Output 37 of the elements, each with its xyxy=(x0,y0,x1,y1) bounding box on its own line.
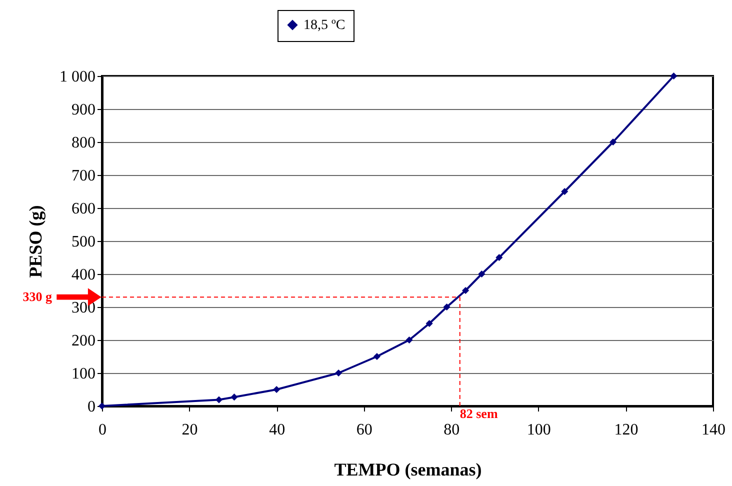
y-tick-label: 500 xyxy=(72,234,96,250)
x-tick-label: 40 xyxy=(269,422,286,438)
x-axis-title: TEMPO (semanas) xyxy=(334,460,482,480)
x-tick-label: 20 xyxy=(182,422,198,438)
point xyxy=(215,396,222,404)
point xyxy=(478,270,486,278)
x-tick-label: 140 xyxy=(702,422,726,438)
point xyxy=(273,386,280,394)
y-axis-title: PESO (g) xyxy=(26,205,46,278)
point xyxy=(426,320,433,328)
ref-line-label: 82 sem xyxy=(460,406,498,421)
x-tick-label: 0 xyxy=(98,422,106,438)
x-tick-label: 60 xyxy=(356,422,372,438)
x-tick-label: 100 xyxy=(526,422,551,438)
y-tick-label: 100 xyxy=(72,366,96,382)
x-tick-label: 120 xyxy=(614,422,638,438)
x-tick-label: 80 xyxy=(444,422,460,438)
y-tick-label: 200 xyxy=(72,332,96,350)
y-tick-label: 1 000 xyxy=(60,68,96,86)
y-tick-label: 400 xyxy=(72,266,96,284)
point xyxy=(373,352,380,360)
point xyxy=(406,336,413,344)
y-tick-label: 0 xyxy=(88,398,96,416)
y-tick-label: 600 xyxy=(72,200,96,218)
point xyxy=(561,188,568,196)
ref-line-label: 330 g xyxy=(22,289,52,304)
point xyxy=(335,369,342,377)
point xyxy=(462,286,470,294)
legend-label: 18,5 ºC xyxy=(304,18,346,33)
point xyxy=(496,254,503,262)
point xyxy=(610,138,617,146)
point xyxy=(670,72,678,80)
point xyxy=(443,303,450,311)
y-tick-label: 800 xyxy=(72,134,96,152)
y-tick-label: 900 xyxy=(72,102,96,118)
y-tick-label: 700 xyxy=(72,168,96,184)
point xyxy=(230,394,238,401)
